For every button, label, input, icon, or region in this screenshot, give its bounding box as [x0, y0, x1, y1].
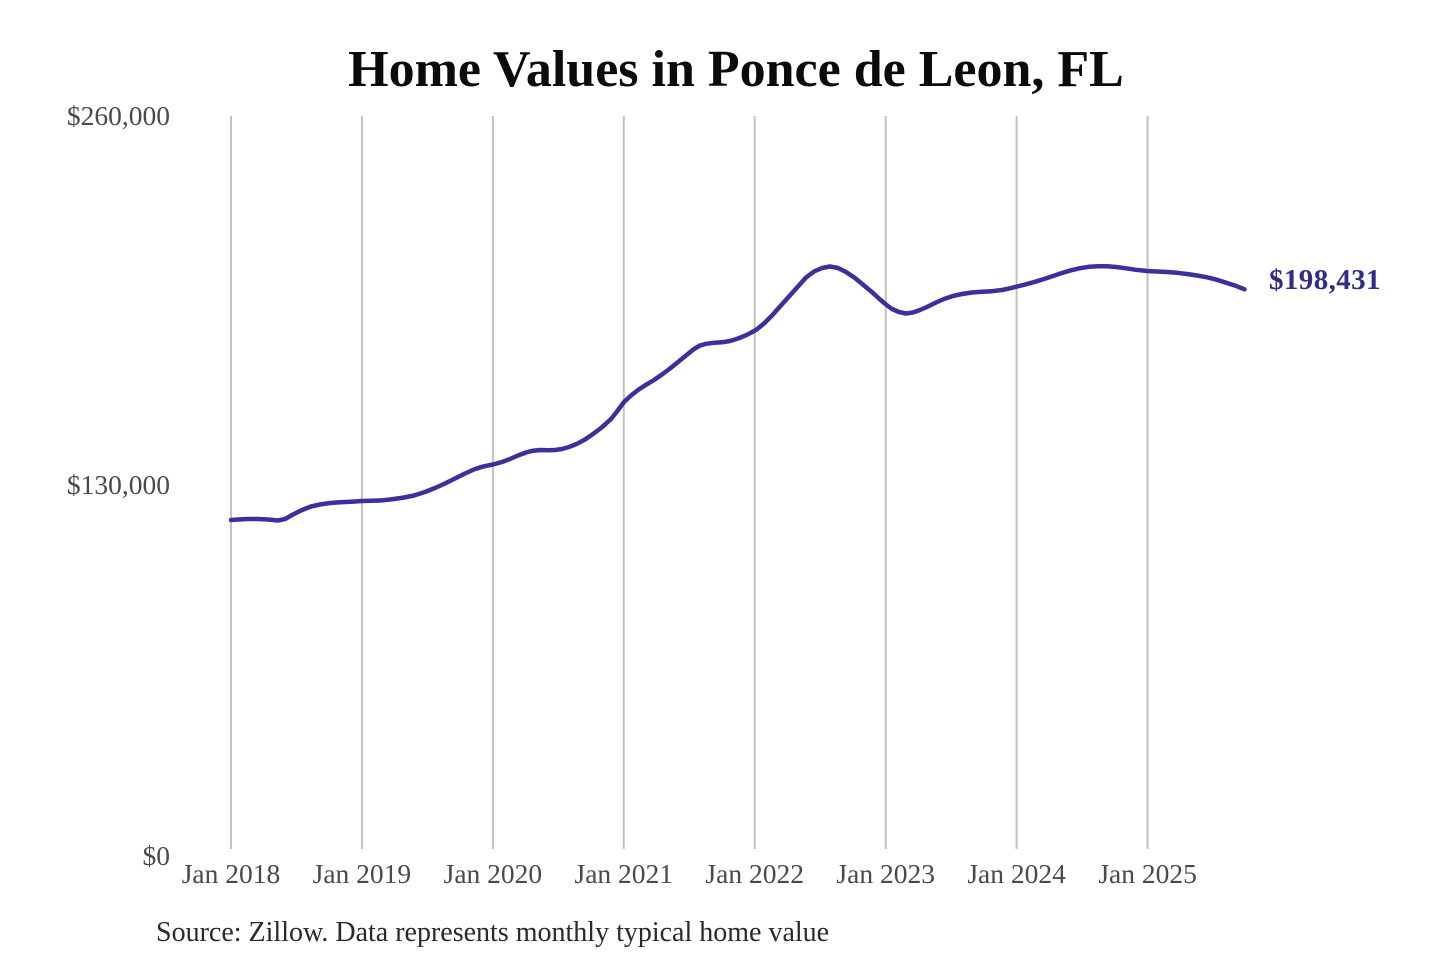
svg-text:Jan 2022: Jan 2022 — [705, 858, 804, 889]
svg-text:Source: Zillow. Data represent: Source: Zillow. Data represents monthly … — [156, 917, 829, 948]
svg-text:$130,000: $130,000 — [67, 469, 170, 500]
svg-text:$198,431: $198,431 — [1269, 264, 1381, 296]
svg-text:Jan 2019: Jan 2019 — [313, 858, 412, 889]
svg-text:Home Values in Ponce de Leon,: Home Values in Ponce de Leon, FL — [348, 41, 1124, 98]
svg-text:Jan 2025: Jan 2025 — [1098, 858, 1197, 889]
svg-text:Jan 2021: Jan 2021 — [575, 858, 674, 889]
svg-text:Jan 2024: Jan 2024 — [967, 858, 1066, 889]
svg-text:$0: $0 — [143, 840, 171, 871]
svg-text:Jan 2020: Jan 2020 — [444, 858, 543, 889]
svg-text:$260,000: $260,000 — [67, 100, 170, 131]
svg-text:Jan 2018: Jan 2018 — [182, 858, 281, 889]
svg-text:Jan 2023: Jan 2023 — [836, 858, 935, 889]
